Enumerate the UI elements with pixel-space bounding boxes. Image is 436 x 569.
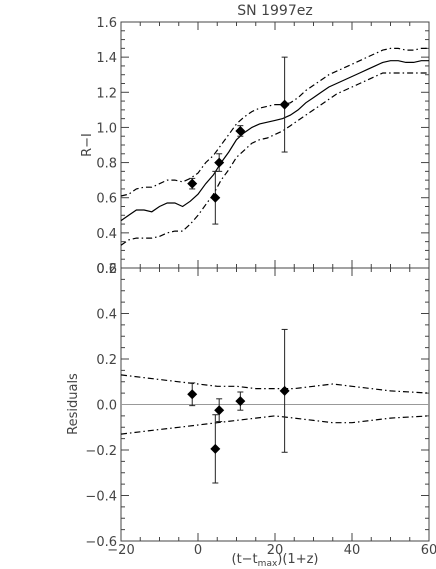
bottom-y-tick-label: 0.6 [96,262,117,277]
top-y-tick-label: 0.4 [96,227,117,242]
x-tick-label: 40 [344,543,361,558]
x-axis-label-head: (t−t [232,552,258,567]
top-data-point [279,99,290,110]
top-y-axis: 0.2 0.4 0.6 0.8 1.0 1.2 1.4 1.6 [96,16,430,277]
bottom-y-axis: −0.6 −0.4 −0.2 0.0 0.2 0.4 0.6 [85,262,430,550]
bottom-data-point [214,405,225,416]
top-data-point [187,178,198,189]
bottom-data-point [279,385,290,396]
top-y-tick-label: 1.4 [96,51,117,66]
top-y-axis-label: R−I [80,133,95,157]
bottom-lower-bound-line [120,415,430,435]
top-curves [120,47,429,246]
top-y-tick-label: 1.2 [96,86,117,101]
bottom-upper-bound-line [120,374,430,394]
bottom-y-axis-label: Residuals [66,373,81,435]
x-axis-label: (t−tmax)(1+z) [232,552,319,569]
top-observations [187,56,290,225]
bottom-y-tick-label: 0.0 [96,399,117,414]
top-y-tick-label: 0.2 [96,262,117,277]
top-y-tick-label: 1.0 [96,121,117,136]
bottom-observations [187,328,290,484]
top-lower-bound-line [120,72,429,246]
bottom-data-point [187,389,198,400]
bottom-panel: Residuals −0.6 −0.4 −0.2 0.0 0.2 0.4 0.6 −20 0 2… [66,262,436,569]
x-tick-label: 60 [421,543,436,558]
top-panel: SN 1997ez R−I 0.2 0.4 0.6 0.8 1.0 1.2 1.4 1.6 [80,3,430,277]
top-data-point [210,192,221,203]
top-model-line [120,60,429,222]
top-y-tick-label: 0.8 [96,157,117,172]
bottom-y-tick-label: 0.4 [96,308,117,323]
x-tick-label: −20 [107,543,134,558]
bottom-y-tick-label: −0.4 [85,490,117,505]
x-tick-label: 0 [194,543,202,558]
chart-title: SN 1997ez [237,3,312,19]
top-upper-bound-line [120,47,429,197]
top-data-point [235,125,246,136]
bottom-y-tick-label: −0.2 [85,444,117,459]
top-data-point [214,157,225,168]
x-axis-label-tail: )(1+z) [277,552,318,567]
bottom-data-point [210,443,221,454]
top-plot-frame [120,21,430,269]
bottom-y-tick-label: −0.6 [85,535,117,550]
bottom-y-tick-label: 0.2 [96,353,117,368]
x-axis-label-sub: max [258,559,278,569]
top-y-tick-label: 1.6 [96,16,117,31]
bottom-curves [120,374,430,435]
top-y-tick-label: 0.6 [96,192,117,207]
bottom-data-point [235,396,246,407]
x-tick-label: 20 [267,543,284,558]
x-axis: −20 0 20 40 60 [107,543,436,558]
